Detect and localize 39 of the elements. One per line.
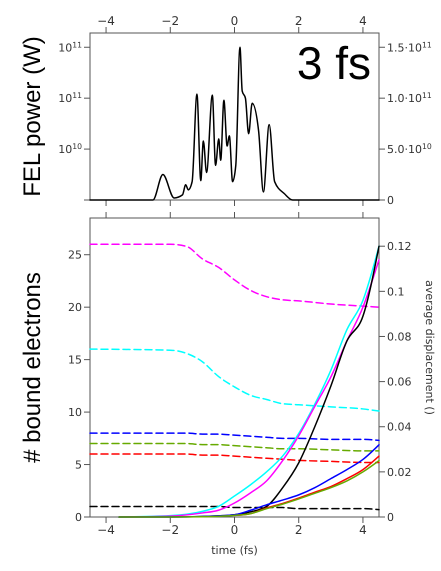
line-series	[89, 432, 380, 442]
y2-tick-label: 5.0·10$^{10}$	[387, 142, 432, 156]
y2-tick-label: 0	[387, 511, 394, 524]
y-tick-label: 5	[75, 458, 82, 472]
y2-tick-label: 0.06	[387, 376, 412, 389]
y-tick-label: 25	[68, 248, 82, 262]
text: 10$^{10}$	[58, 142, 82, 156]
x-tick-label: 2	[294, 523, 303, 537]
text: 10$^{11}$	[58, 40, 82, 54]
x-tick-label: −4	[97, 14, 115, 28]
y2-tick-label: 0.02	[387, 466, 412, 479]
annotation: 3 fs	[296, 37, 371, 89]
y-tick-label: 0	[75, 511, 82, 524]
x-tick-label: −2	[161, 523, 180, 537]
line-series	[89, 442, 380, 452]
x-tick-label: −2	[161, 14, 180, 28]
y-tick-label: 15	[68, 354, 82, 367]
y2-tick-label: 1.0·10$^{11}$	[387, 90, 432, 106]
y-axis-title: FEL power (W)	[19, 36, 46, 197]
text: 10$^{11}$	[58, 90, 82, 106]
y2-tick-label: 1.5·10$^{11}$	[387, 40, 432, 54]
x-tick-label: 4	[359, 523, 367, 537]
x-tick-label: 0	[230, 523, 238, 537]
x-tick-label: 4	[359, 14, 367, 28]
y2-tick-label: 0.08	[387, 330, 412, 344]
x-axis-title: time (fs)	[211, 544, 258, 557]
y2-tick-label: 0.12	[387, 240, 412, 254]
y2-tick-label: 0	[387, 194, 394, 207]
y2-axis-title: average displacement ()	[423, 280, 436, 415]
x-tick-label: −4	[97, 523, 115, 537]
y2-tick-label: 0.1	[387, 285, 404, 298]
line-series	[118, 460, 380, 518]
y-axis-title: # bound electrons	[19, 272, 46, 463]
y-tick-label: 20	[68, 301, 82, 314]
line-series	[89, 46, 380, 201]
x-tick-label: 0	[230, 14, 238, 28]
y-tick-label: 10	[68, 406, 82, 420]
x-tick-label: 2	[294, 14, 303, 28]
y2-tick-label: 0.04	[387, 420, 412, 434]
